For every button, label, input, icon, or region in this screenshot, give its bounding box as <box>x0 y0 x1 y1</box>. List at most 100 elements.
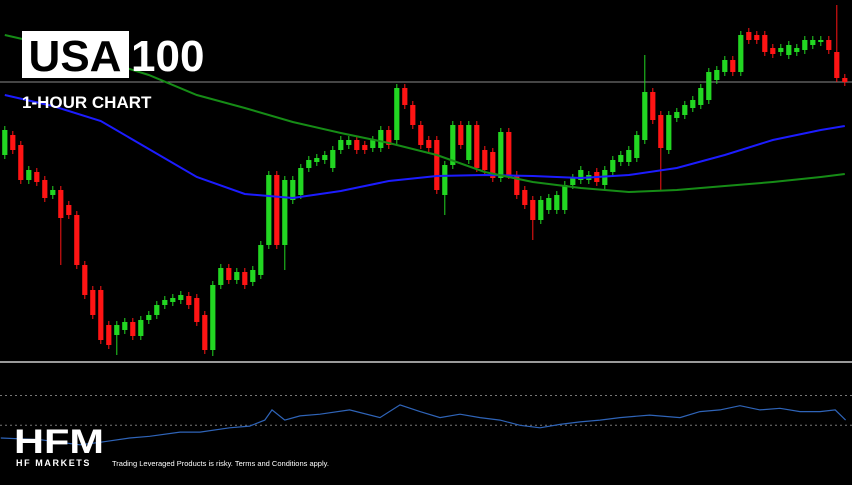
title-box <box>22 31 129 78</box>
candle-body <box>626 150 632 162</box>
candle-body <box>546 198 552 210</box>
candle-body <box>234 272 240 280</box>
candle-body <box>722 60 728 72</box>
candle-body <box>162 300 168 305</box>
candle-body <box>530 200 536 220</box>
candle-body <box>210 285 216 350</box>
candle-body <box>810 40 816 45</box>
candle-body <box>202 315 208 350</box>
candle-body <box>434 140 440 190</box>
candle-body <box>762 35 768 52</box>
candle-body <box>770 48 776 54</box>
brand-name: HF MARKETS <box>16 458 91 468</box>
candle-body <box>306 160 312 168</box>
candle-body <box>106 325 112 345</box>
candle-body <box>114 325 120 335</box>
candle-body <box>258 245 264 275</box>
oscillator-pane <box>0 395 852 446</box>
candle-body <box>386 130 392 145</box>
candle-body <box>10 135 16 150</box>
candle-body <box>730 60 736 72</box>
candle-body <box>122 322 128 330</box>
candle-body <box>562 185 568 210</box>
candle-body <box>170 298 176 302</box>
candle-body <box>90 290 96 315</box>
candle-body <box>578 170 584 180</box>
candle-body <box>450 125 456 165</box>
candle-body <box>370 140 376 148</box>
candle-body <box>338 140 344 150</box>
candle-body <box>442 165 448 195</box>
candle-body <box>842 78 848 82</box>
candle-body <box>802 40 808 50</box>
candle-body <box>642 92 648 140</box>
candle-body <box>474 125 480 168</box>
candle-body <box>298 168 304 195</box>
candle-body <box>290 180 296 200</box>
candle-body <box>34 172 40 182</box>
candle-body <box>738 35 744 72</box>
moving-average-line <box>4 34 845 194</box>
chart-title: 100 <box>131 32 204 81</box>
candle-body <box>714 70 720 80</box>
candle-body <box>634 135 640 158</box>
candle-body <box>282 180 288 245</box>
candle-body <box>682 105 688 115</box>
candle-body <box>698 88 704 105</box>
candle-body <box>826 40 832 50</box>
candle-body <box>2 130 8 155</box>
disclaimer: Trading Leveraged Products is risky. Ter… <box>112 459 329 468</box>
plot-area <box>0 5 852 356</box>
candle-body <box>154 305 160 315</box>
candle-body <box>506 132 512 175</box>
candle-body <box>786 45 792 55</box>
candle-body <box>130 322 136 336</box>
moving-average-line <box>4 94 845 200</box>
candle-body <box>794 48 800 52</box>
candle-body <box>330 150 336 168</box>
candle-body <box>250 270 256 282</box>
candle-body <box>482 150 488 170</box>
candle-body <box>554 195 560 210</box>
candle-body <box>522 190 528 205</box>
candle-body <box>58 190 64 218</box>
candle-body <box>778 48 784 52</box>
candle-body <box>610 160 616 172</box>
candle-body <box>178 295 184 300</box>
candle-body <box>146 315 152 320</box>
candle-body <box>226 268 232 280</box>
title-symbol: USA <box>29 32 122 81</box>
candle-body <box>186 296 192 305</box>
candle-body <box>322 155 328 160</box>
candle-body <box>82 265 88 295</box>
candle-body <box>570 178 576 185</box>
candle-body <box>754 35 760 40</box>
candle-body <box>354 140 360 150</box>
candle-body <box>418 125 424 145</box>
candle-body <box>466 125 472 160</box>
logo: HFM <box>14 423 104 461</box>
candle-body <box>314 158 320 162</box>
candle-body <box>74 215 80 265</box>
candle-body <box>514 175 520 195</box>
candle-body <box>818 40 824 42</box>
candle-body <box>242 272 248 285</box>
candle-body <box>666 115 672 150</box>
candle-body <box>42 180 48 198</box>
candle-body <box>266 175 272 245</box>
candle-body <box>138 320 144 336</box>
candle-body <box>658 115 664 148</box>
candle-body <box>218 268 224 285</box>
oscillator-line <box>0 404 847 446</box>
candle-body <box>410 105 416 125</box>
candle-body <box>378 130 384 148</box>
candle-body <box>650 92 656 120</box>
candle-body <box>834 52 840 78</box>
candle-body <box>98 290 104 340</box>
candle-body <box>274 175 280 245</box>
candle-body <box>346 140 352 145</box>
candle-body <box>18 145 24 180</box>
candle-body <box>362 145 368 150</box>
candle-body <box>66 205 72 215</box>
